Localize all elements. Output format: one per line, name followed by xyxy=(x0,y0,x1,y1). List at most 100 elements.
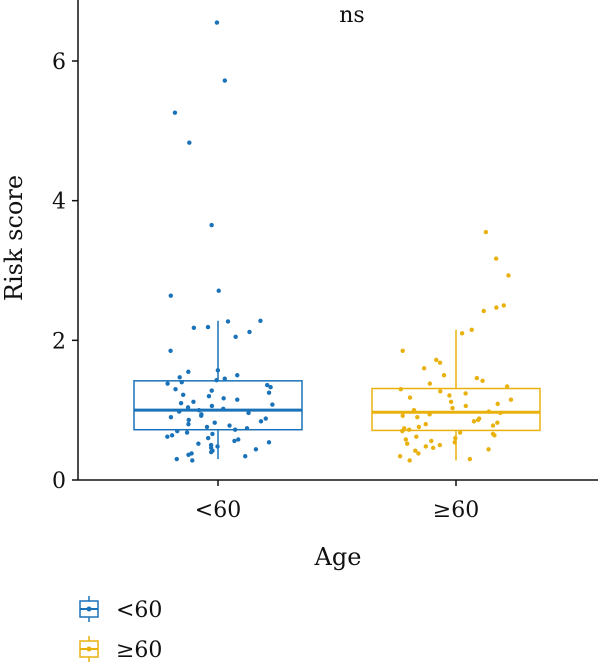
data-point xyxy=(423,421,428,427)
data-point xyxy=(206,394,212,399)
data-point xyxy=(270,402,275,407)
data-point xyxy=(177,409,182,414)
data-point xyxy=(232,438,237,444)
data-point xyxy=(185,405,191,410)
data-point xyxy=(416,424,422,430)
data-point xyxy=(421,366,427,371)
data-point xyxy=(452,440,457,445)
legend-point-icon xyxy=(86,606,92,612)
data-point xyxy=(429,438,434,444)
data-point xyxy=(175,428,180,434)
data-point xyxy=(258,419,264,424)
data-point xyxy=(247,329,252,335)
data-point xyxy=(467,456,473,462)
data-point xyxy=(495,401,500,407)
x-tick-label: ≥60 xyxy=(433,498,479,523)
data-point xyxy=(227,423,232,428)
data-point xyxy=(448,399,454,404)
data-point xyxy=(205,324,211,330)
y-axis-ticks: 0 2 4 6 xyxy=(52,50,78,494)
data-point xyxy=(397,454,403,459)
box-group xyxy=(371,329,541,461)
data-point xyxy=(447,393,452,398)
data-point xyxy=(221,406,226,411)
data-point xyxy=(215,444,220,449)
data-point xyxy=(186,421,191,427)
data-point xyxy=(258,318,263,323)
data-point xyxy=(434,357,439,363)
data-point xyxy=(495,420,500,425)
data-point xyxy=(264,382,270,388)
data-point xyxy=(204,424,210,430)
data-point xyxy=(253,447,259,452)
data-point xyxy=(186,417,191,423)
data-point xyxy=(191,325,197,330)
data-point xyxy=(165,434,170,439)
data-point xyxy=(474,375,480,381)
legend-label: <60 xyxy=(116,598,162,623)
data-point xyxy=(178,400,184,406)
data-point xyxy=(222,78,228,83)
data-point xyxy=(177,375,182,380)
data-point xyxy=(187,140,192,145)
data-point xyxy=(268,384,273,390)
data-point xyxy=(463,403,468,409)
legend-label: ≥60 xyxy=(116,638,162,663)
data-point xyxy=(414,434,419,439)
data-point xyxy=(196,407,202,413)
data-point xyxy=(459,331,465,336)
data-point xyxy=(471,419,477,424)
data-point xyxy=(243,454,248,459)
data-point xyxy=(186,369,191,374)
data-point xyxy=(172,110,178,115)
data-point xyxy=(400,413,405,418)
data-point xyxy=(501,303,507,308)
data-point xyxy=(486,409,492,414)
data-point xyxy=(165,381,170,386)
data-point xyxy=(209,388,214,393)
data-point xyxy=(263,416,268,421)
legend-item: <60 xyxy=(79,596,162,623)
data-point xyxy=(406,427,412,432)
box-iqr xyxy=(371,387,541,432)
legend: <60 ≥60 xyxy=(79,596,162,663)
data-point xyxy=(186,452,191,458)
y-tick-label: 0 xyxy=(52,469,66,494)
data-point xyxy=(404,441,410,446)
data-point xyxy=(209,222,214,228)
box-group xyxy=(133,320,303,460)
data-point xyxy=(235,397,240,402)
plot-area xyxy=(133,20,541,463)
data-point xyxy=(457,430,463,435)
data-point xyxy=(173,387,178,392)
data-point xyxy=(398,387,403,392)
data-point xyxy=(427,381,433,386)
data-point xyxy=(423,444,428,449)
data-point xyxy=(209,403,215,409)
data-point xyxy=(463,391,468,396)
data-point xyxy=(415,414,420,420)
data-point xyxy=(475,417,481,423)
y-tick-label: 4 xyxy=(52,190,66,215)
data-point xyxy=(215,368,221,373)
data-point xyxy=(205,435,211,441)
data-point xyxy=(483,229,489,235)
data-point xyxy=(168,414,174,420)
data-point xyxy=(504,384,510,389)
data-point xyxy=(236,437,241,442)
data-point xyxy=(498,410,503,416)
data-point xyxy=(508,397,514,402)
legend-item: ≥60 xyxy=(79,636,162,663)
data-point xyxy=(212,420,217,425)
data-point xyxy=(469,327,474,333)
data-point xyxy=(494,305,499,310)
data-point xyxy=(232,427,238,432)
data-point xyxy=(199,413,204,418)
data-point xyxy=(437,360,443,365)
data-point xyxy=(492,433,497,438)
data-point xyxy=(214,377,219,383)
data-point xyxy=(480,378,485,384)
legend-point-icon xyxy=(86,646,92,652)
data-point xyxy=(179,380,184,385)
data-point xyxy=(493,256,499,261)
